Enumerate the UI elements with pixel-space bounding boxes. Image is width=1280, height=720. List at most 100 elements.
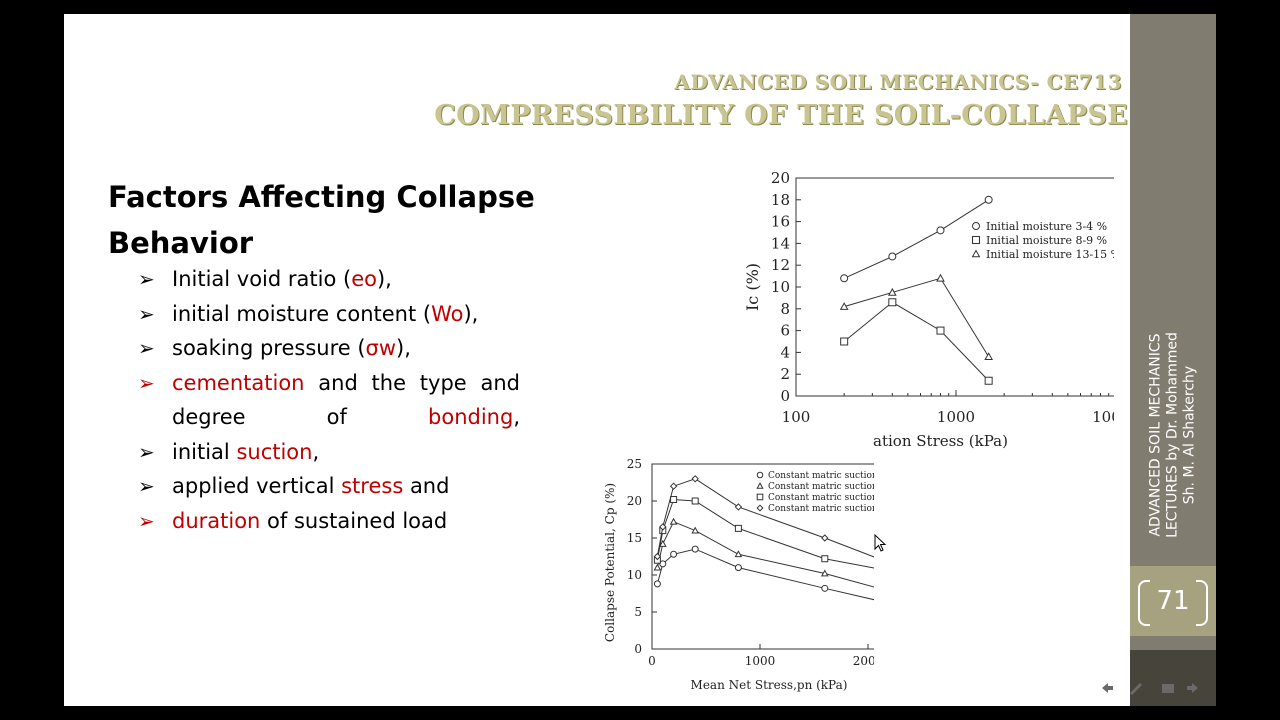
- chart2-y-tick-label: 0: [634, 642, 642, 656]
- chart2-data-point: [691, 497, 699, 505]
- chart2-legend-label: Constant matric suction =400 kPa: [768, 504, 874, 514]
- chart2-data-point: [821, 555, 829, 563]
- chart1-data-point: [840, 274, 849, 283]
- chart1-legend-marker: [971, 249, 981, 258]
- chart1-legend-label: Initial moisture 13-15 %: [986, 248, 1114, 261]
- chart1-legend-label: Initial moisture 3-4 %: [986, 220, 1107, 233]
- chart1-x-tick-label: 10000: [1092, 408, 1114, 426]
- chart1-y-tick-label: 2: [780, 365, 790, 383]
- left-bracket-icon: [1138, 580, 1150, 626]
- factor-list: ➢ Initial void ratio (eo), ➢ initial moist…: [138, 262, 520, 538]
- bullet-soaking: ➢ soaking pressure (σw),: [138, 331, 520, 366]
- chart2-data-point: [670, 550, 678, 558]
- mouse-cursor-icon: [874, 534, 887, 552]
- topic-header: COMPRESSIBILITY OF THE SOIL-COLLAPSE: [434, 100, 1128, 131]
- course-header: ADVANCED SOIL MECHANICS- CE713: [674, 70, 1122, 94]
- menu-icon[interactable]: [1162, 684, 1174, 693]
- bullet-duration: ➢ duration of sustained load: [138, 504, 520, 539]
- chart1-data-point: [888, 252, 897, 261]
- chart2-data-point: [691, 545, 699, 553]
- chart2-legend-marker: [756, 504, 764, 512]
- chart2-data-point: [659, 560, 667, 568]
- chart2-data-point: [821, 534, 829, 542]
- arrow-bullet-icon: ➢: [138, 267, 155, 291]
- arrow-bullet-icon: ➢: [138, 301, 155, 326]
- slide: ADVANCED SOIL MECHANICS- CE713 COMPRESSI…: [64, 14, 1130, 706]
- chart2-data-point: [691, 526, 700, 534]
- chart2-x-label: Mean Net Stress,pn (kPa): [691, 678, 848, 692]
- arrow-bullet-icon: ➢: [138, 474, 155, 498]
- chart2-y-tick-label: 5: [634, 605, 642, 619]
- bullet-suction: ➢ initial suction,: [138, 435, 520, 470]
- chart2-legend-label: Constant matric suction =200 kPa: [768, 493, 874, 503]
- chart2-legend-label: Constant matric suction =50 kPa: [768, 471, 874, 481]
- chart2-y-tick-label: 15: [627, 531, 642, 545]
- chart1-series-line: [843, 199, 989, 279]
- chart1-x-tick-label: 1000: [937, 408, 975, 426]
- chart2-data-point: [691, 475, 699, 483]
- pen-icon[interactable]: [1130, 683, 1142, 695]
- arrow-bullet-icon: ➢: [138, 336, 155, 360]
- chart1-y-tick-label: 8: [780, 300, 790, 318]
- chart1-legend-marker: [972, 222, 980, 230]
- chart1-y-tick-label: 20: [771, 169, 790, 187]
- chart1-data-point: [936, 326, 945, 335]
- chart2-data-point: [658, 539, 667, 547]
- chart2-data-point: [734, 503, 743, 511]
- chart2-data-point: [821, 584, 829, 592]
- chart1-data-point: [936, 226, 945, 235]
- next-slide-icon[interactable]: [1187, 683, 1198, 693]
- chart2-data-point: [653, 580, 661, 588]
- arrow-bullet-icon: ➢: [138, 439, 155, 464]
- chart1-series-line: [843, 301, 990, 382]
- bullet-cementation: ➢ cementation and the type and degree of …: [138, 366, 520, 435]
- chart1-x-label: ation Stress (kPa): [873, 432, 1008, 450]
- chart1-data-point: [984, 195, 993, 204]
- chart1-data-point: [888, 298, 897, 307]
- chart2-legend-label: Constant matric suction =100 kPa: [768, 482, 874, 492]
- chart1-y-tick-label: 12: [771, 256, 790, 274]
- page-number: 71: [1156, 586, 1190, 616]
- chart2-x-tick-label: 1000: [745, 654, 776, 668]
- chart1-x-tick-label: 100: [782, 408, 811, 426]
- chart1-y-tick-label: 16: [771, 213, 790, 231]
- chart2-data-point: [820, 569, 829, 577]
- chart1-y-tick-label: 14: [771, 234, 790, 252]
- slideshow-nav: [1102, 683, 1198, 695]
- sidebar-footer: [1130, 650, 1216, 706]
- chart2-data-point: [653, 563, 662, 571]
- chart2-y-tick-label: 25: [627, 457, 642, 471]
- chart1-series-line: [844, 277, 990, 358]
- slide-title: Factors Affecting Collapse Behavior: [108, 180, 535, 260]
- chart1-y-tick-label: 6: [780, 322, 790, 340]
- arrow-bullet-icon: ➢: [138, 370, 155, 395]
- chart2-y-label: Collapse Potential, Cp (%): [603, 483, 617, 642]
- chart2-data-point: [659, 523, 667, 531]
- chart1-data-point: [839, 302, 849, 310]
- bullet-moisture: ➢ initial moisture content (Wo),: [138, 297, 520, 332]
- chart2-data-point: [669, 517, 678, 525]
- chart1-y-label: Ic (%): [743, 263, 762, 311]
- prev-slide-icon[interactable]: [1102, 683, 1113, 693]
- chart2-series-line: [656, 521, 874, 588]
- chart1-data-point: [984, 352, 994, 361]
- chart2-legend-marker: [756, 493, 764, 501]
- chart2-y-tick-label: 20: [627, 494, 642, 508]
- chart2-x-tick-label: 0: [648, 654, 656, 668]
- bullet-void-ratio: ➢ Initial void ratio (eo),: [138, 262, 520, 297]
- author-credit: ADVANCED SOIL MECHANICS LECTURES by Dr. …: [1147, 332, 1198, 538]
- chart1-data-point: [887, 287, 897, 296]
- page-number-box: 71: [1130, 566, 1216, 636]
- right-bracket-icon: [1196, 580, 1208, 626]
- author-credit-box: ADVANCED SOIL MECHANICS LECTURES by Dr. …: [1130, 330, 1216, 540]
- chart1-data-point: [984, 376, 993, 385]
- chart2-data-point: [653, 552, 662, 561]
- chart2-data-point: [734, 550, 743, 558]
- chart-collapse-index: 0 2 4 6 8 10 12 14 16 18 20 100 1000 10000 ation Stres…: [743, 169, 1114, 450]
- chart2-legend-marker: [756, 471, 764, 479]
- chart2-data-point: [670, 496, 678, 504]
- chart2-data-point: [669, 482, 678, 490]
- bullet-stress: ➢ applied vertical stress and: [138, 469, 520, 504]
- chart1-y-tick-label: 0: [780, 387, 790, 405]
- chart1-legend-label: Initial moisture 8-9 %: [986, 234, 1107, 247]
